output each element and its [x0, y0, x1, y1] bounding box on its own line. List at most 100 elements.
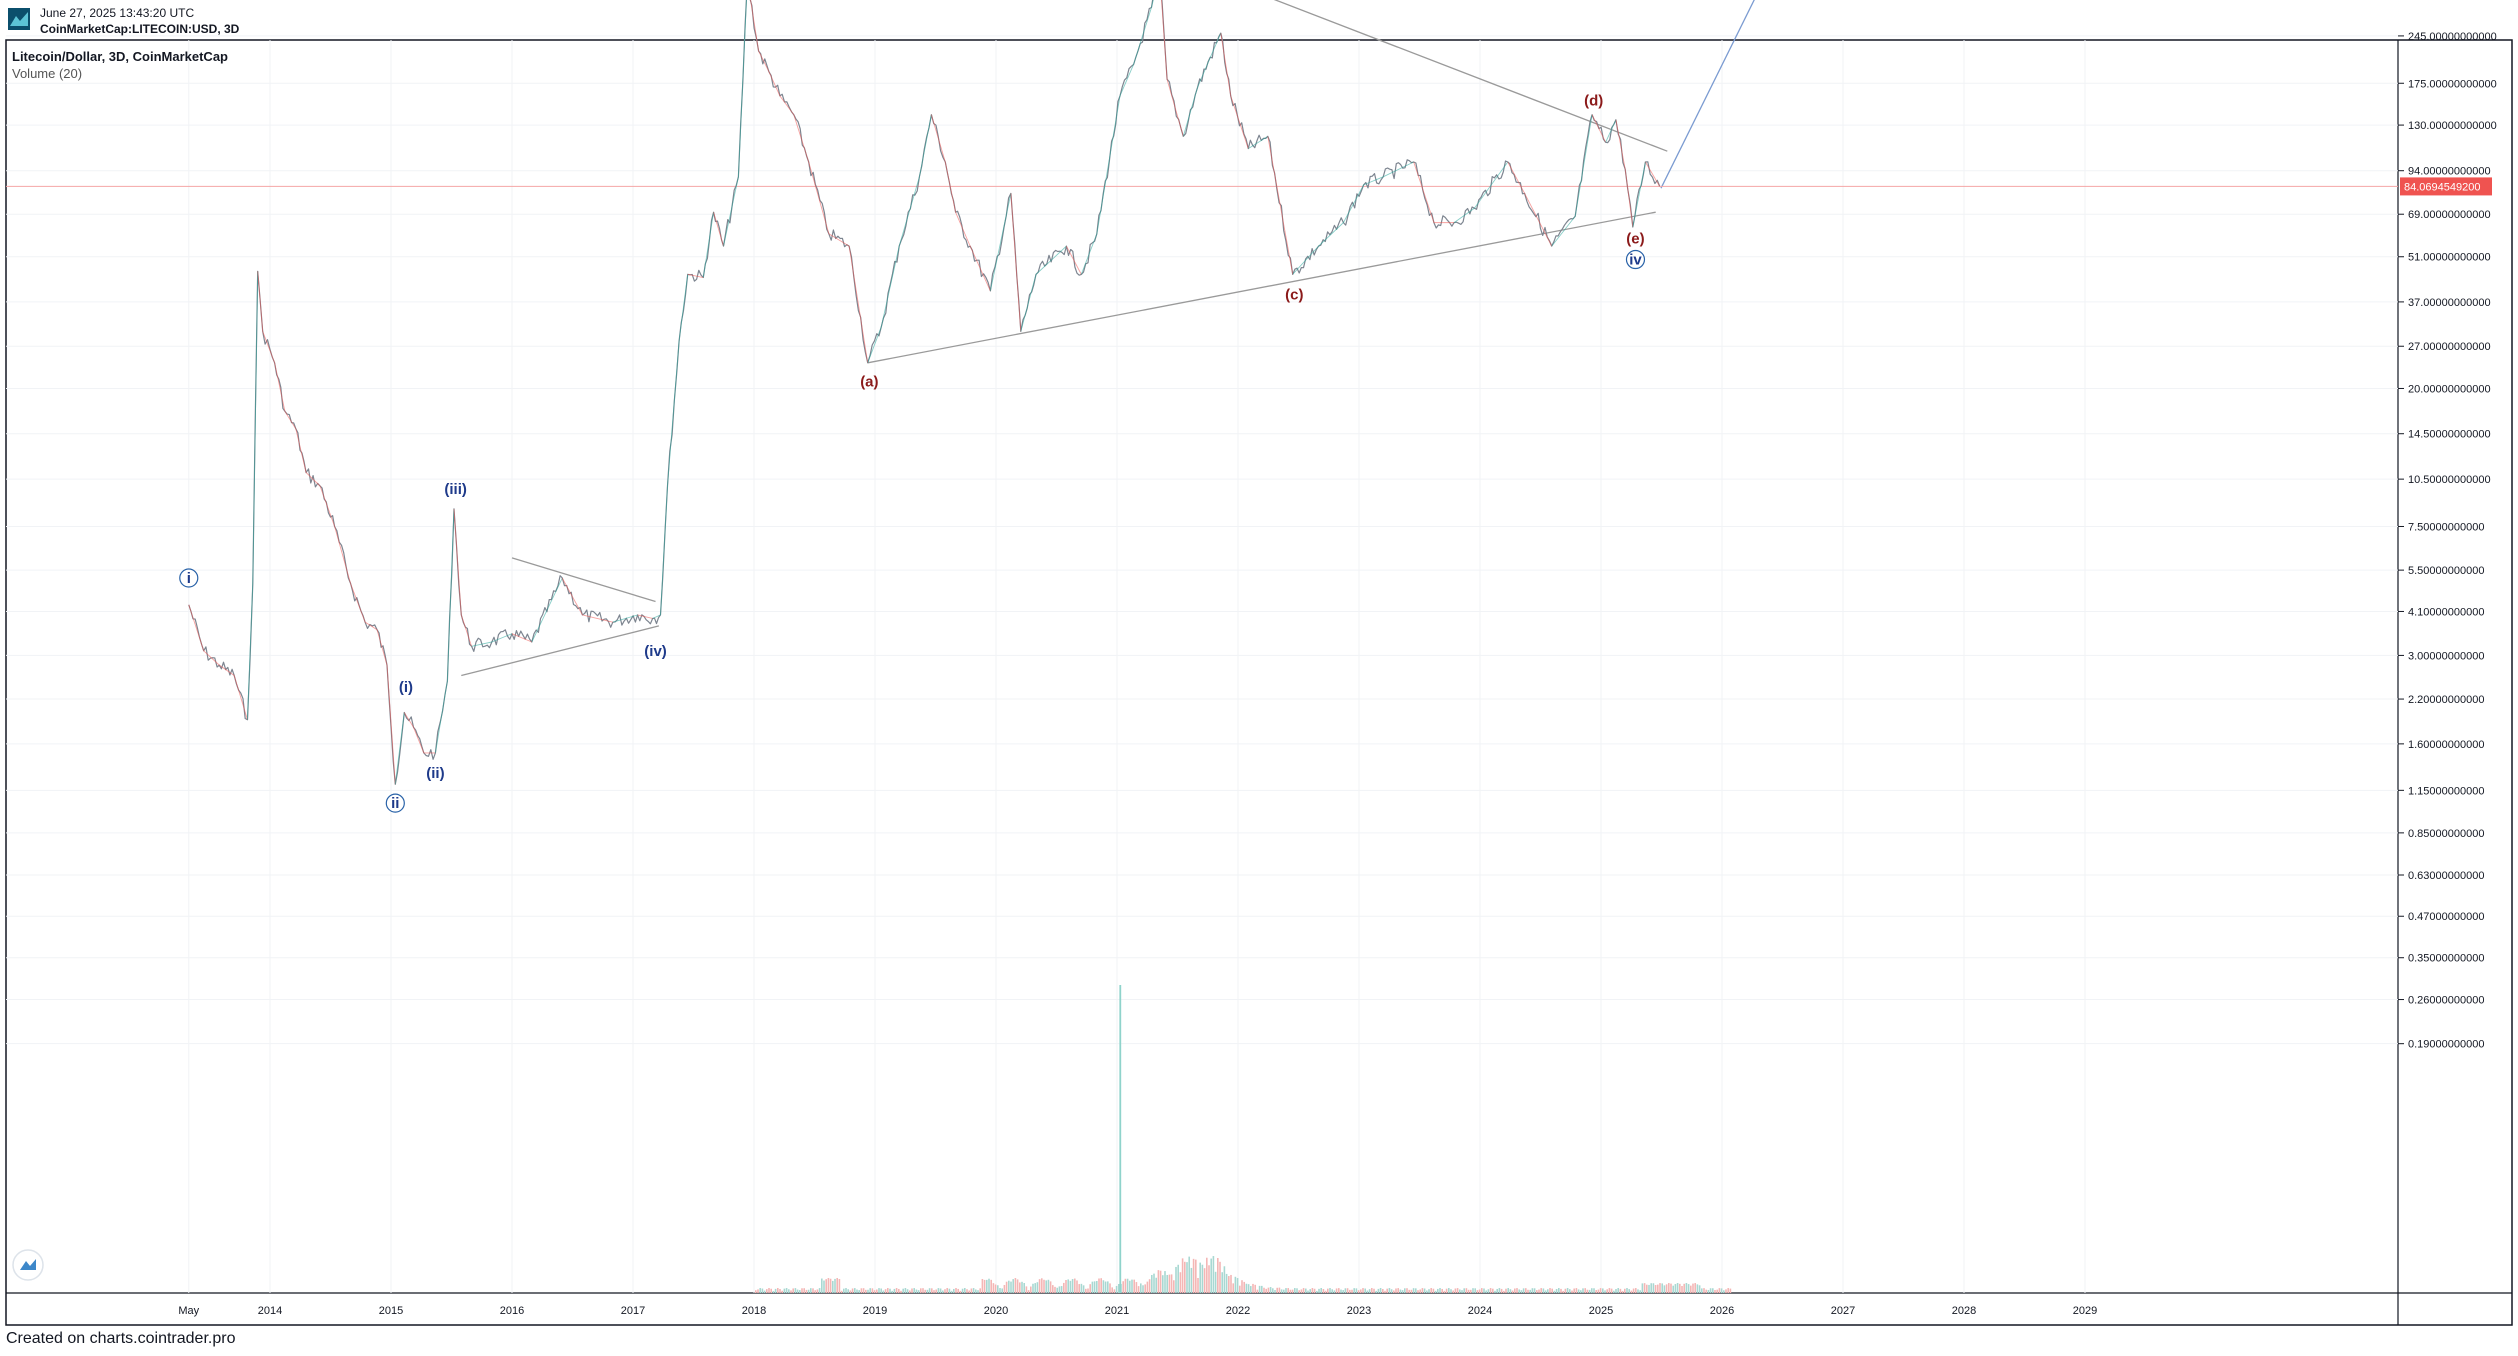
time-axis[interactable]: May 2014 2015 2016 2017 2018 2019 2020 2021 2022 2…: [178, 1305, 2097, 1317]
volume-bar: [1615, 1289, 1617, 1293]
volume-bar: [1322, 1289, 1325, 1293]
volume-bar: [1021, 1281, 1023, 1293]
volume-bar: [1703, 1288, 1705, 1293]
price-segment: [687, 273, 704, 278]
volume-bar: [1483, 1288, 1485, 1293]
volume-bar: [1080, 1283, 1083, 1293]
volume-bar: [992, 1283, 995, 1293]
price-segment: [1507, 161, 1526, 194]
volume-bar: [1243, 1281, 1245, 1293]
wave-label-text: (e): [1626, 231, 1644, 248]
volume-bar: [999, 1288, 1001, 1293]
x-tick-label: 2017: [621, 1305, 645, 1317]
price-segment: [334, 526, 351, 584]
volume-bar: [834, 1278, 836, 1293]
volume-bar: [766, 1289, 768, 1293]
price-segment: [637, 614, 653, 619]
volume-bar: [1118, 1284, 1120, 1293]
volume-bar: [1705, 1289, 1707, 1293]
volume-bar: [1065, 1279, 1067, 1293]
price-segment: [471, 641, 492, 647]
price-segment: [702, 212, 715, 278]
volume-bar: [799, 1290, 801, 1293]
volume-bar: [829, 1278, 832, 1293]
chart-legend-title: Litecoin/Dollar, 3D, CoinMarketCap: [12, 49, 228, 64]
price-segment: [1220, 32, 1232, 96]
volume-bar: [1701, 1288, 1703, 1293]
x-tick-label: May: [178, 1305, 199, 1317]
y-tick-label: 20.00000000000: [2408, 383, 2491, 395]
volume-bar: [1126, 1278, 1129, 1293]
volume-bar: [1309, 1289, 1311, 1293]
volume-bar: [1333, 1290, 1336, 1293]
y-tick-label: 7.50000000000: [2408, 521, 2484, 533]
wave-label: (d): [1584, 92, 1603, 109]
volume-bar: [1562, 1290, 1564, 1293]
volume-bar: [1283, 1289, 1285, 1293]
volume-bar: [1441, 1288, 1443, 1293]
price-segment: [511, 633, 533, 643]
volume-bar: [1067, 1279, 1069, 1293]
volume-bar: [1610, 1288, 1613, 1293]
volume-bar: [887, 1288, 889, 1293]
volume-bar: [1305, 1288, 1307, 1293]
volume-bar: [1162, 1275, 1164, 1293]
volume-bar: [1144, 1284, 1146, 1293]
y-tick-label: 27.00000000000: [2408, 341, 2491, 353]
volume-bar: [1258, 1285, 1261, 1293]
volume-bar: [807, 1289, 810, 1293]
volume-bar: [1582, 1288, 1584, 1293]
volume-bar: [1459, 1289, 1461, 1293]
volume-bar: [946, 1288, 948, 1293]
volume-bar: [928, 1288, 931, 1293]
brand-badge[interactable]: [12, 1249, 44, 1281]
volume-bar: [794, 1288, 797, 1293]
price-segment: [678, 274, 689, 342]
volume-bar: [1529, 1289, 1531, 1293]
price-segment: [1383, 161, 1414, 178]
volume-bar: [1595, 1290, 1597, 1293]
price-segment: [944, 161, 956, 213]
volume-bar: [1236, 1278, 1239, 1293]
volume-bar: [1410, 1289, 1413, 1293]
footer-credit: Created on charts.cointrader.pro: [6, 1330, 236, 1347]
volume-bar: [1122, 1281, 1124, 1293]
volume-bar: [1489, 1288, 1492, 1293]
volume-bar: [1676, 1283, 1679, 1293]
volume-bar: [814, 1290, 816, 1293]
volume-bar: [1657, 1284, 1659, 1293]
price-segment: [1615, 119, 1626, 170]
volume-bar: [774, 1288, 777, 1293]
volume-bar: [1272, 1288, 1274, 1293]
volume-bar: [1170, 1274, 1173, 1293]
price-segment: [203, 650, 220, 666]
volume-bar: [939, 1288, 942, 1293]
chart-frame: [5, 39, 2513, 1326]
volume-bar: [1518, 1289, 1520, 1293]
volume-bar: [1428, 1289, 1430, 1293]
volume-bar: [1104, 1281, 1107, 1293]
volume-bar: [933, 1290, 935, 1293]
volume-bar: [1694, 1283, 1696, 1293]
volume-bar: [1210, 1258, 1212, 1293]
volume-bar: [1505, 1288, 1507, 1293]
volume-bar: [924, 1289, 926, 1293]
volume-bar: [1606, 1289, 1608, 1293]
volume-bar: [1417, 1290, 1419, 1293]
price-segment: [188, 604, 205, 651]
volume-bar: [1263, 1287, 1265, 1293]
volume-bar: [1005, 1281, 1008, 1293]
volume-bar: [1564, 1288, 1567, 1293]
price-segment: [403, 712, 414, 728]
volume-bar: [1148, 1279, 1151, 1293]
price-axis[interactable]: 28000.0000000000020000.0000000000014500.…: [2398, 0, 2509, 1051]
volume-bar: [1030, 1286, 1032, 1293]
price-segment: [1645, 161, 1661, 187]
snapshot-date: June 27, 2025 13:43:20 UTC: [40, 6, 195, 20]
volume-bar: [1720, 1288, 1723, 1293]
volume-bar: [1135, 1282, 1138, 1293]
volume-bar: [1415, 1288, 1417, 1293]
volume-bar: [1533, 1288, 1536, 1293]
volume-bar: [1604, 1290, 1606, 1293]
